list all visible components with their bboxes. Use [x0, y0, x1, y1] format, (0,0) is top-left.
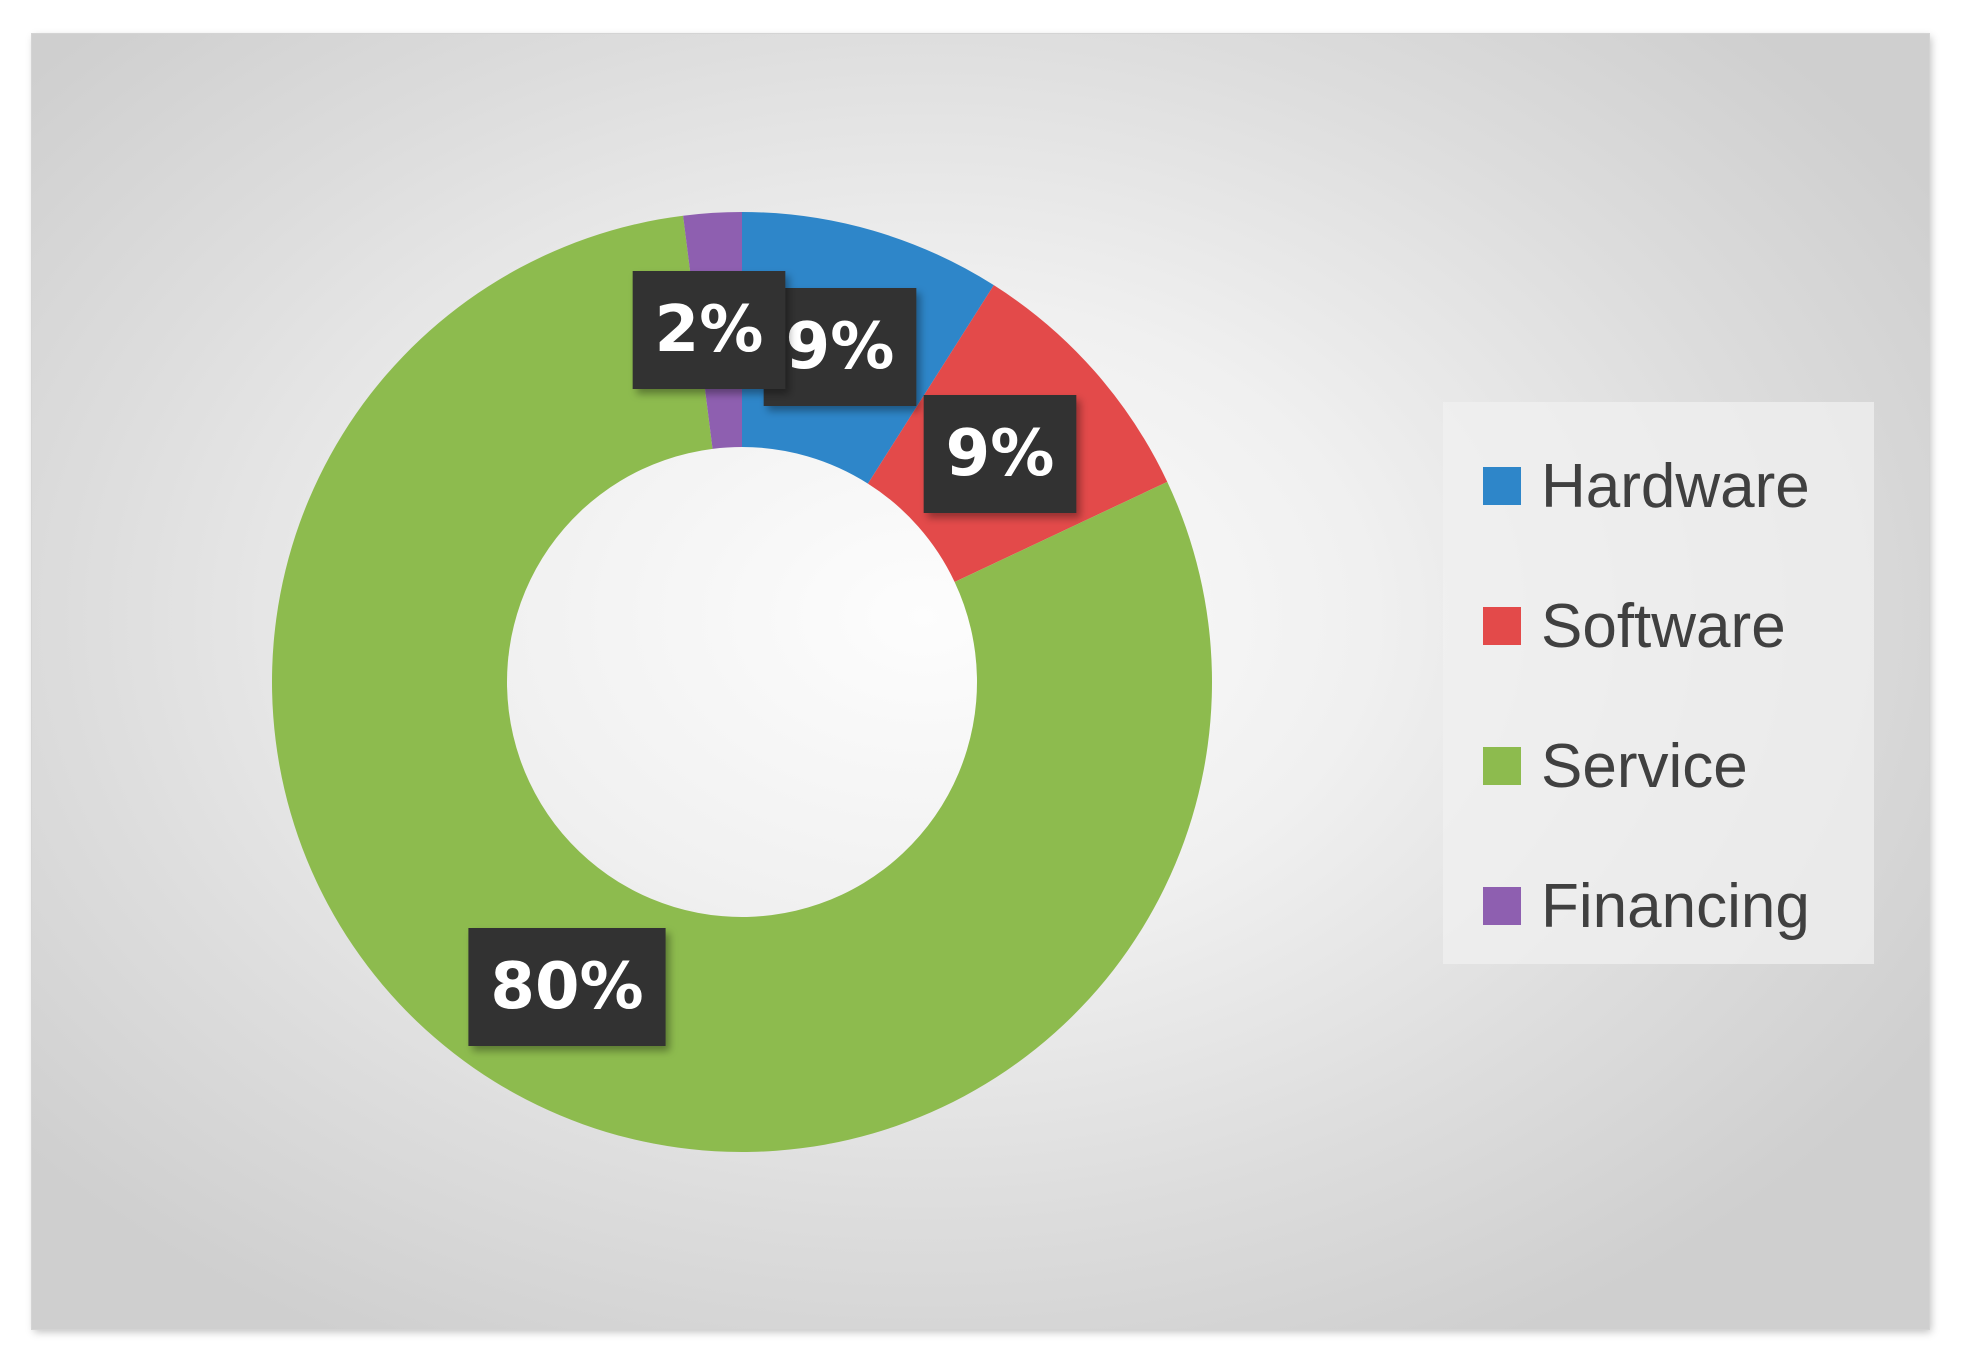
chart-area: 9% 9% 80% 2% Hardware Software Service Fina… [32, 34, 1929, 1329]
data-label-box-service [468, 928, 666, 1046]
doughnut-chart: 9% 9% 80% 2% [271, 212, 1212, 1153]
legend-swatch-financing [1483, 887, 1521, 925]
data-label-box-financing [632, 271, 786, 389]
legend-item-service: Service [1443, 696, 1874, 836]
legend: Hardware Software Service Financing [1443, 402, 1874, 964]
data-label-box-software [923, 395, 1077, 513]
data-label-box-hardware [763, 288, 917, 406]
legend-label-hardware: Hardware [1541, 451, 1810, 521]
data-labels: 9% 9% 80% 2% [468, 271, 1077, 1046]
legend-label-software: Software [1541, 591, 1786, 661]
legend-swatch-software [1483, 607, 1521, 645]
legend-label-service: Service [1541, 731, 1748, 801]
legend-label-financing: Financing [1541, 871, 1810, 941]
data-label-service: 80% [468, 928, 666, 1046]
legend-swatch-hardware [1483, 467, 1521, 505]
legend-item-hardware: Hardware [1443, 416, 1874, 556]
data-label-text-hardware: 9% [786, 310, 895, 384]
legend-item-software: Software [1443, 556, 1874, 696]
legend-item-financing: Financing [1443, 836, 1874, 976]
slice-service [271, 215, 1212, 1153]
data-label-financing: 2% [632, 271, 786, 389]
data-label-text-software: 9% [946, 417, 1055, 491]
data-label-text-financing: 2% [655, 293, 764, 367]
data-label-text-service: 80% [490, 950, 643, 1024]
data-label-hardware: 9% [763, 288, 917, 406]
legend-swatch-service [1483, 747, 1521, 785]
data-label-software: 9% [923, 395, 1077, 513]
